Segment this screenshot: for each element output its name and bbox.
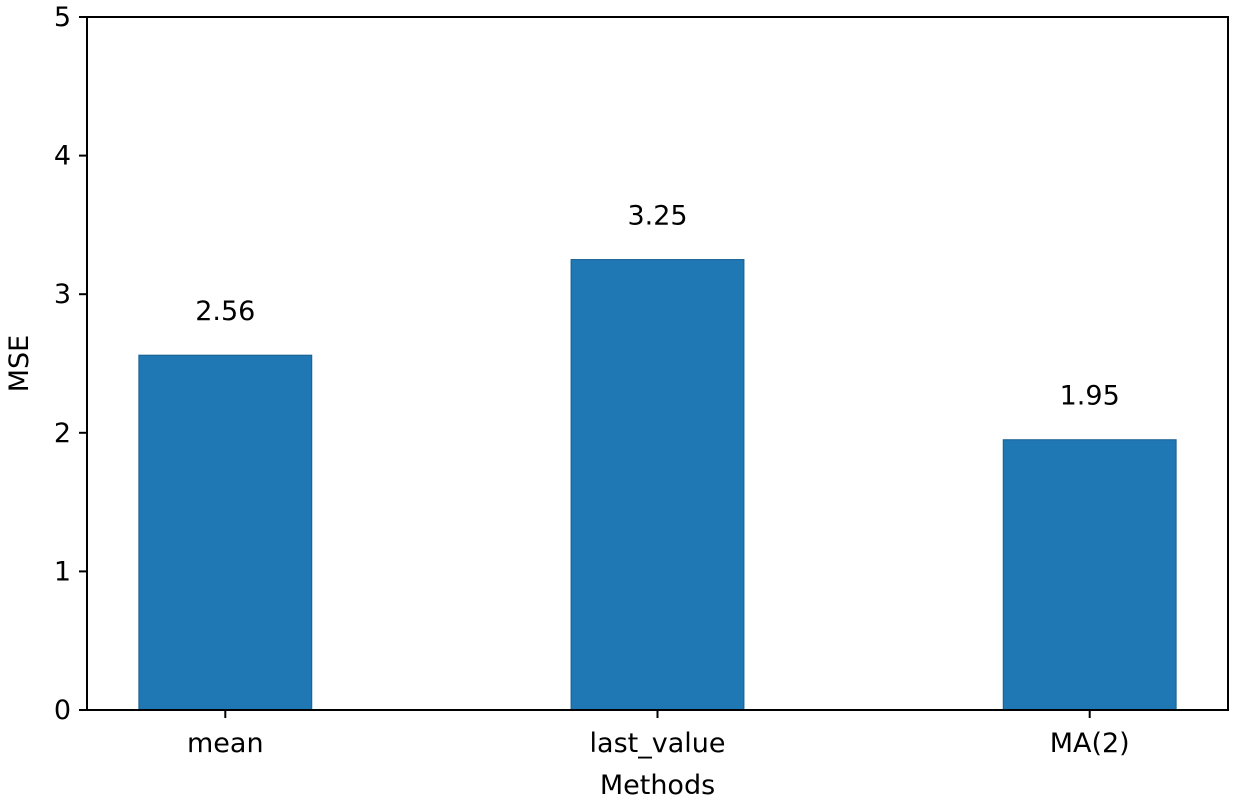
- ticks-group: mean last_value MA(2) 0 1 2 3 4 5: [54, 2, 1130, 759]
- y-tick-label: 3: [54, 279, 71, 310]
- y-axis-label: MSE: [4, 335, 35, 393]
- y-tick-label: 0: [54, 695, 71, 726]
- bar-value-label: 3.25: [627, 201, 687, 232]
- x-tick-label: last_value: [590, 728, 726, 759]
- bar-last-value: [570, 259, 745, 711]
- y-tick-label: 4: [54, 141, 71, 172]
- x-tick-label: MA(2): [1050, 728, 1130, 759]
- plot-frame: [86, 16, 1229, 711]
- bar-mean: [138, 354, 313, 711]
- x-tick-label: mean: [187, 728, 264, 759]
- y-tick-label: 2: [54, 418, 71, 449]
- bar-ma-2: [1002, 439, 1177, 711]
- x-axis-label: Methods: [600, 770, 715, 801]
- y-tick-label: 1: [54, 556, 71, 587]
- y-tick-label: 5: [54, 2, 71, 33]
- data-labels-group: 2.56 3.25 1.95: [195, 201, 1120, 412]
- bar-value-label: 1.95: [1060, 381, 1120, 412]
- bars-group: [138, 259, 1177, 711]
- bar-value-label: 2.56: [195, 296, 255, 327]
